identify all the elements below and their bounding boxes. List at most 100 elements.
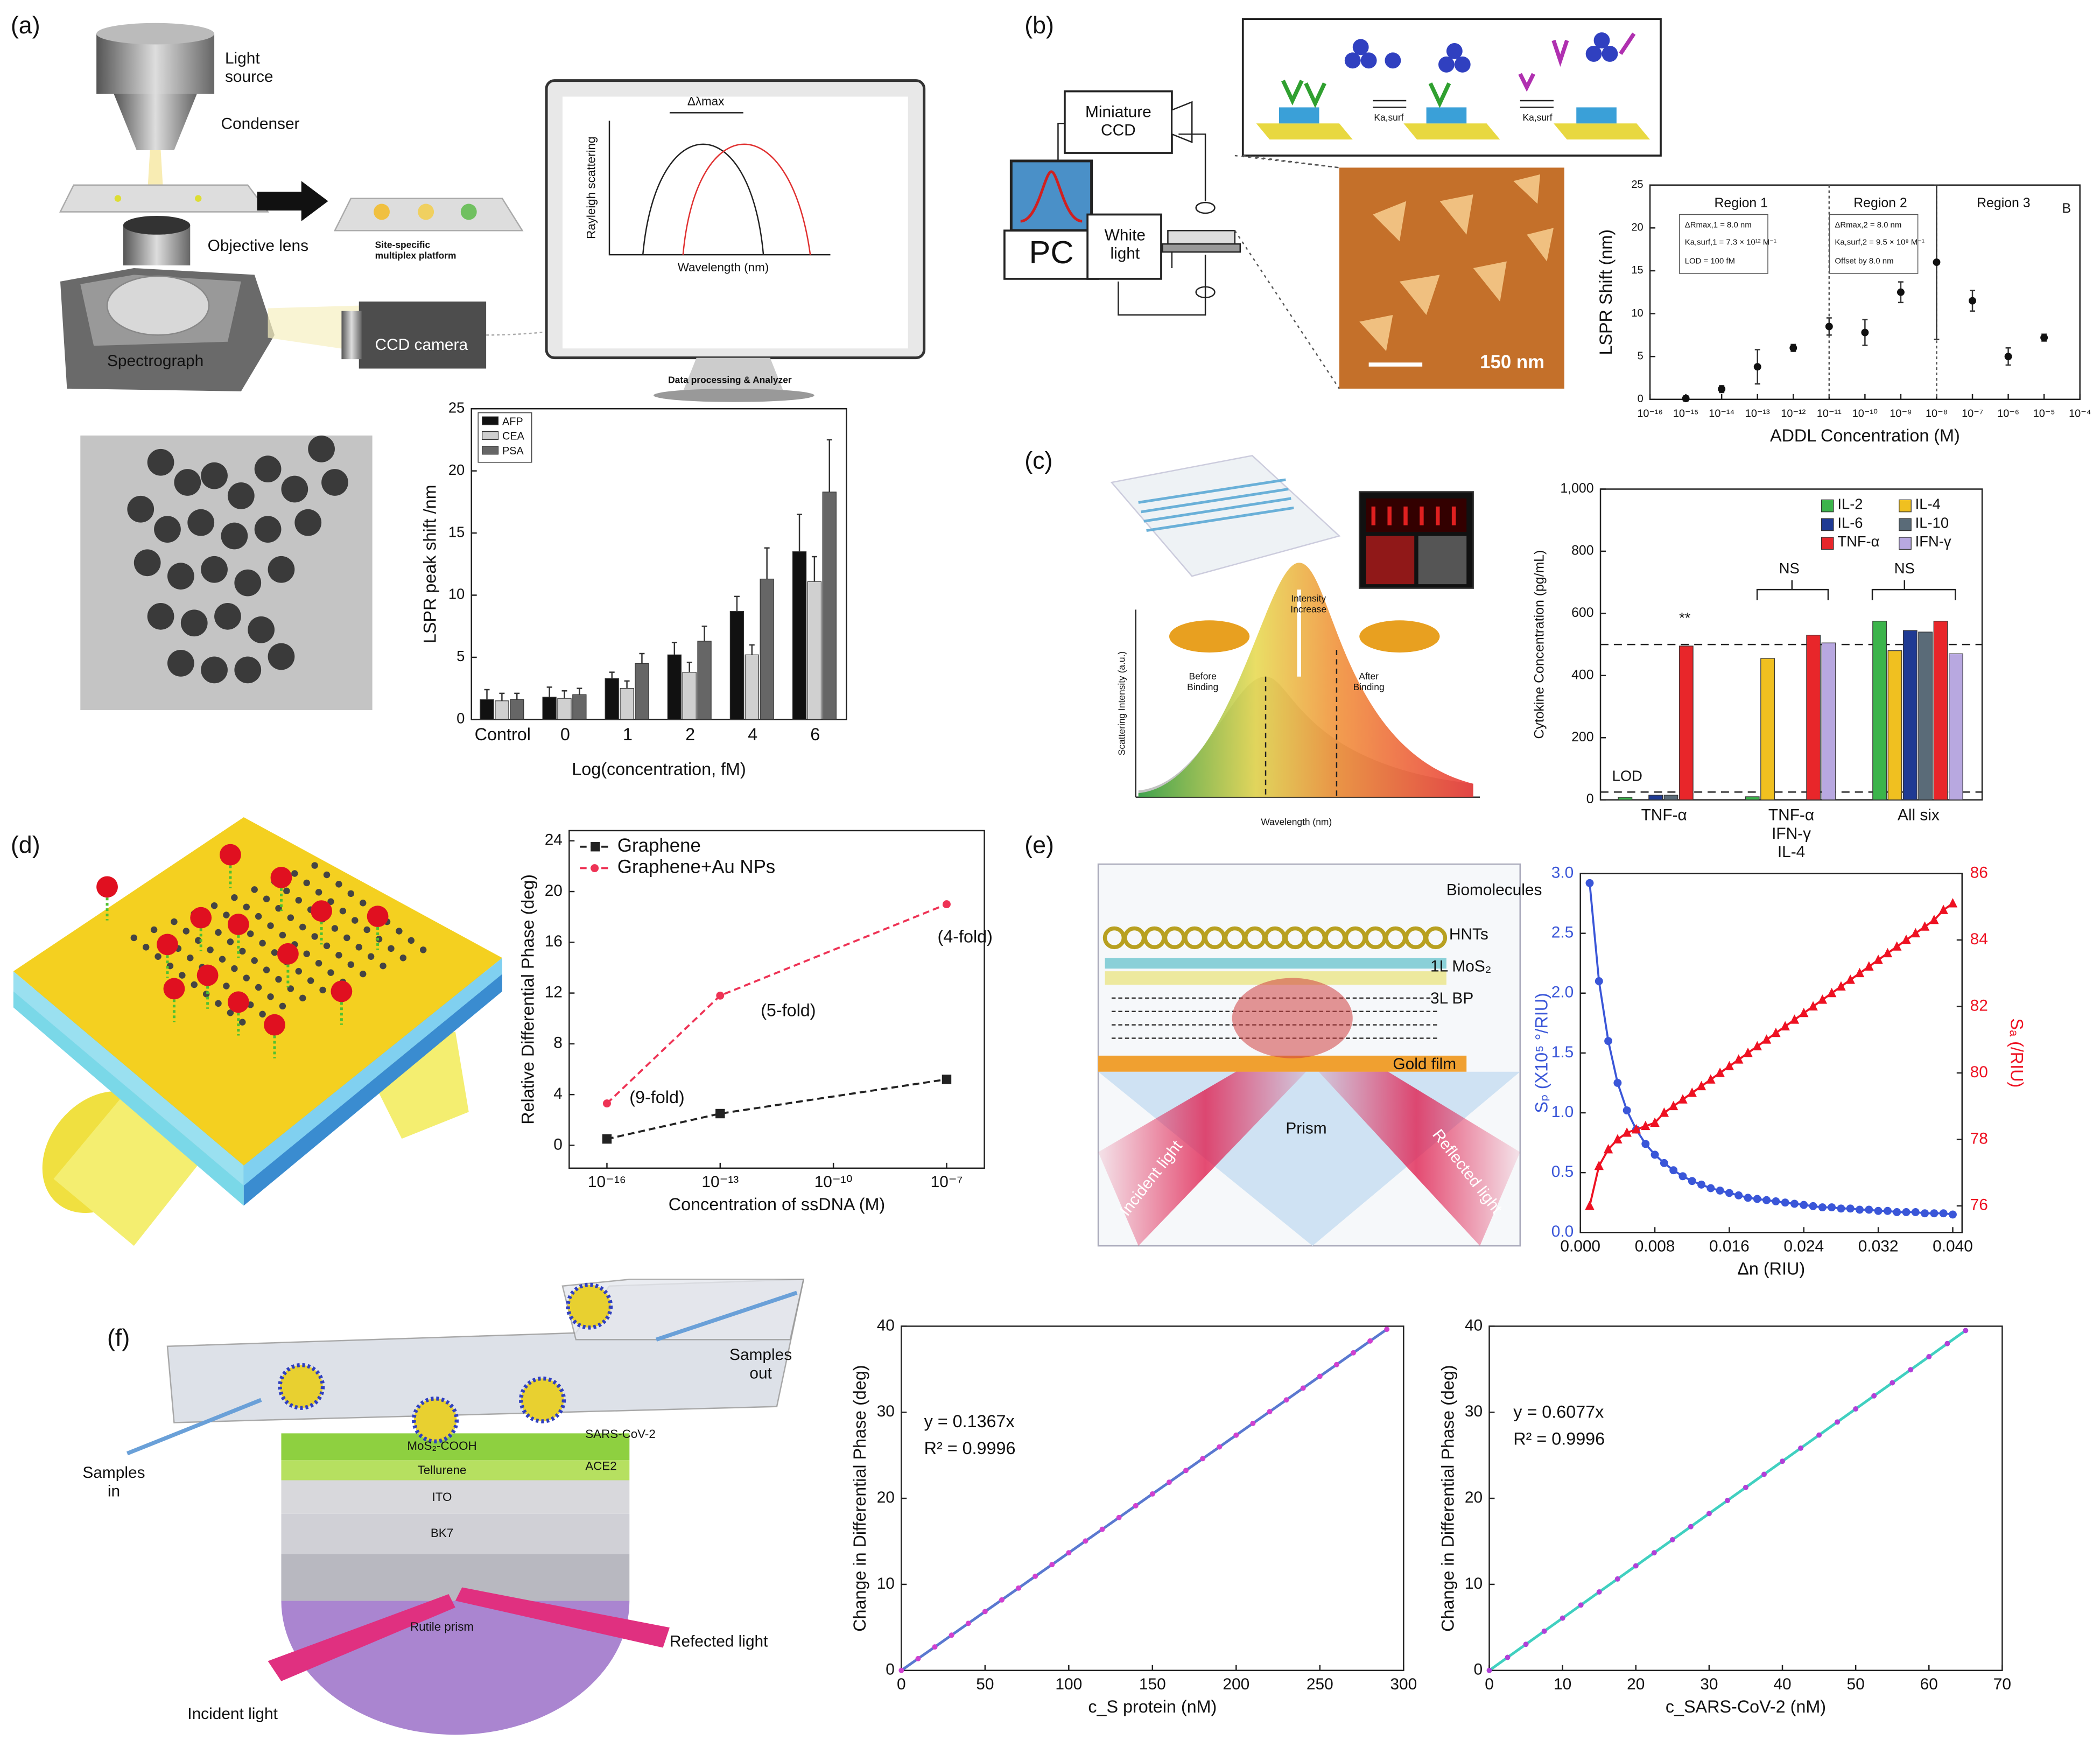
x-tick-label: 10⁻¹⁰ xyxy=(1852,408,1878,419)
carbon-atom xyxy=(279,931,286,939)
bar xyxy=(1902,630,1918,801)
marker xyxy=(1725,1189,1733,1197)
lspr-setup-illustration xyxy=(1281,80,1451,108)
carbon-atom xyxy=(335,952,342,959)
label: Samples in xyxy=(82,1464,145,1500)
marker xyxy=(1772,1197,1780,1205)
lspr-setup-illustration xyxy=(1373,100,1554,108)
bar xyxy=(1948,653,1963,801)
marker xyxy=(1864,961,1874,971)
carbon-atom xyxy=(419,946,427,953)
graphene-spr-illustration xyxy=(13,991,244,1206)
marker xyxy=(1669,1166,1678,1175)
marker xyxy=(1578,1602,1584,1608)
bar xyxy=(745,654,759,720)
legend-label: CEA xyxy=(502,431,525,443)
nanoparticle xyxy=(180,609,208,637)
error-bar xyxy=(484,689,490,700)
legend-label: Graphene+Au NPs xyxy=(617,857,775,878)
bar xyxy=(495,700,509,720)
panel-label: (c) xyxy=(1024,447,1052,474)
marker xyxy=(1049,1562,1055,1568)
lspr-setup-illustration xyxy=(1359,315,1393,352)
virus-body xyxy=(412,1397,459,1444)
marker xyxy=(715,1108,725,1119)
microscope-illustration xyxy=(147,150,164,195)
microscope-illustration xyxy=(359,301,487,369)
marker xyxy=(1780,1021,1790,1030)
marker xyxy=(1921,1209,1929,1218)
lspr-setup-illustration xyxy=(1473,261,1507,302)
y-axis-label: Relative Differential Phase (deg) xyxy=(518,874,537,1125)
x-tick-label: 0.008 xyxy=(1635,1238,1675,1255)
nanoparticle xyxy=(234,656,262,684)
carbon-atom xyxy=(335,881,342,888)
marker xyxy=(1939,1209,1948,1218)
annotation: LOD = 100 fM xyxy=(1685,256,1735,265)
marker xyxy=(1486,1667,1492,1673)
y-axis-label: Change in Differential Phase (deg) xyxy=(850,1365,869,1631)
legend-swatch xyxy=(1899,499,1912,513)
bar xyxy=(542,697,557,720)
marker xyxy=(1033,1573,1038,1579)
bar xyxy=(605,678,619,720)
spr-sensor-illustration xyxy=(1232,978,1353,1058)
y-tick-label: 40 xyxy=(1465,1316,1483,1334)
series-line xyxy=(900,1328,1388,1672)
au-nanoparticle xyxy=(190,907,212,929)
virus-body xyxy=(519,1376,566,1423)
carbon-atom xyxy=(142,944,150,951)
x-axis-label: Concentration of ssDNA (M) xyxy=(669,1195,885,1214)
marker xyxy=(1734,1191,1743,1199)
marker xyxy=(1678,1172,1687,1181)
panel-labels: (a) (b) (c) (d) (e) (f) xyxy=(11,12,1054,1351)
y-axis-label: LSPR peak shift /nm xyxy=(420,485,440,643)
legend-label: IL-2 xyxy=(1837,496,1863,513)
y-axis-label: LSPR Shift (nm) xyxy=(1596,229,1616,355)
marker xyxy=(1808,1001,1818,1011)
x-tick-label: 0.040 xyxy=(1933,1238,1973,1255)
label: CCD camera xyxy=(375,336,468,354)
marker xyxy=(1267,1409,1273,1415)
carbon-atom xyxy=(311,862,318,869)
bar xyxy=(1760,658,1775,801)
x-tick-label: 10⁻¹⁵ xyxy=(1673,408,1699,419)
y-tick-label: 0 xyxy=(553,1135,563,1153)
marker xyxy=(1716,1187,1724,1195)
annotation: ΔRmax,1 = 8.0 nm xyxy=(1685,220,1752,229)
carbon-atom xyxy=(299,923,306,931)
x-tick-label: 10⁻⁸ xyxy=(1926,408,1948,419)
nanoparticle xyxy=(154,516,181,543)
carbon-atom xyxy=(315,889,322,896)
marker xyxy=(1697,1180,1705,1189)
marker xyxy=(1217,1444,1223,1450)
bar xyxy=(1648,795,1663,801)
carbon-atom xyxy=(287,914,294,921)
illustration-labels-f: Samples out Samples in SARS-CoV-2 ACE2 MoS… xyxy=(82,1346,792,1723)
lspr-setup-illustration xyxy=(1234,155,1340,389)
sars-sensor-illustration xyxy=(281,1513,630,1554)
error-bar xyxy=(639,653,645,664)
hnt xyxy=(1424,926,1448,950)
chip-illustration xyxy=(1366,536,1415,585)
microscope-illustration xyxy=(194,195,202,202)
annotation: Ka,surf,2 = 9.5 × 10⁸ M⁻¹ xyxy=(1835,238,1925,247)
plot-frame xyxy=(1649,184,2081,401)
carbon-atom xyxy=(263,966,270,973)
label: 1L MoS₂ xyxy=(1430,958,1491,976)
marker xyxy=(1706,1184,1715,1192)
error-bar xyxy=(734,595,740,612)
marker xyxy=(1706,1511,1712,1517)
error-bar xyxy=(686,661,692,672)
marker xyxy=(1623,1106,1631,1115)
label: Scattering Intensity (a.u.) xyxy=(1116,651,1127,756)
nanoparticle xyxy=(268,643,295,670)
microscope-illustration xyxy=(257,181,328,221)
bar xyxy=(1872,621,1887,801)
annotation: ΔRmax,2 = 8.0 nm xyxy=(1835,220,1901,229)
y-tick-label: 600 xyxy=(1571,605,1593,620)
marker xyxy=(1523,1641,1529,1647)
y-tick-label: 8 xyxy=(553,1034,563,1052)
carbon-atom xyxy=(331,925,339,932)
marker xyxy=(1944,1341,1950,1346)
